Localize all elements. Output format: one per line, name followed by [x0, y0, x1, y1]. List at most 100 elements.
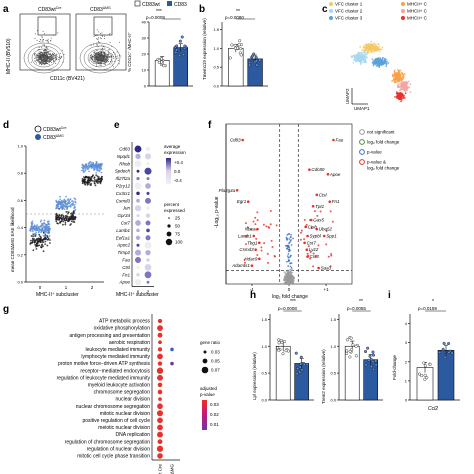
go-term-label: mitotic nuclear division	[100, 411, 151, 417]
flow-event	[100, 37, 102, 39]
expression-dot	[145, 197, 151, 204]
volcano-legend-marker	[359, 159, 365, 165]
gene-point-ns	[283, 279, 285, 282]
umap-cell	[364, 43, 367, 46]
wt-cell	[44, 243, 47, 246]
flow-event	[100, 56, 102, 58]
ko-cell	[65, 195, 67, 198]
flow-event	[98, 37, 100, 39]
chart-h1-significance: ***	[290, 299, 296, 305]
gene-label: Nbea	[245, 227, 256, 232]
flow-event	[108, 53, 110, 55]
ko-cell	[89, 160, 92, 163]
go-dot-ko	[170, 361, 174, 366]
chart-h1-ylabel: Lpl expression (relative)	[252, 352, 257, 400]
go-dot-wt	[157, 403, 163, 410]
gene-point-p	[286, 244, 288, 247]
gene-label: P2ry12	[116, 184, 131, 189]
ko-cell	[82, 171, 85, 174]
data-point	[174, 50, 178, 54]
data-point	[371, 350, 375, 354]
gene-point-sig	[309, 250, 312, 253]
flow-event	[49, 51, 51, 53]
flow-event	[31, 61, 33, 63]
gene-point-sig	[313, 210, 316, 213]
gene-label: Eef1a1	[116, 235, 131, 240]
umap-cell	[359, 45, 362, 48]
umap-cell	[404, 84, 407, 87]
data-point	[157, 58, 161, 62]
flow-event	[45, 50, 47, 52]
labelled-gene-point	[250, 264, 254, 268]
flow-event	[40, 41, 42, 43]
flow-event	[110, 55, 112, 57]
umap-cell	[363, 46, 366, 49]
wt-cell	[72, 221, 75, 223]
wt-cell	[55, 220, 58, 223]
legend-d-wt-label: CD83wtCre	[43, 126, 66, 133]
ko-cell	[64, 201, 67, 204]
gene-point-sig	[262, 223, 265, 226]
umap-cell	[400, 88, 403, 91]
ko-cell	[40, 230, 43, 232]
ko-cell	[62, 203, 65, 206]
umap-cell	[371, 48, 374, 51]
go-dot-wt	[157, 410, 163, 417]
wt-cell	[57, 222, 59, 225]
ko-cell	[73, 197, 76, 200]
gene-point-sig	[243, 261, 246, 264]
ko-cell	[46, 220, 49, 223]
pct-legend-label: 25	[175, 216, 181, 221]
ko-cell	[64, 199, 67, 202]
gene-point-sig	[305, 223, 308, 226]
gene-label: Csmd3	[239, 247, 254, 252]
flow-event	[57, 59, 59, 61]
panel-h: h 0.0 0.5 1.0 1.5 0.0 0.5 1.0 1.5 *** p=0.0008…	[250, 290, 383, 404]
ko-cell	[47, 226, 50, 229]
ko-cell	[99, 163, 102, 166]
volcano-legend-label: not significant	[367, 130, 395, 135]
gene-label: Saa3	[321, 266, 332, 271]
ko-cell	[85, 166, 88, 169]
umap-cell	[364, 54, 366, 57]
ko-cell	[95, 168, 98, 171]
flow-contour	[79, 42, 121, 74]
wt-cell	[37, 239, 39, 241]
umap-cell	[394, 75, 396, 78]
wt-cell	[101, 178, 103, 181]
flow-event	[98, 40, 100, 42]
chart-a-significance: ***	[156, 9, 162, 15]
x-tick-label: -1	[250, 287, 254, 292]
labelled-gene-point	[328, 200, 332, 204]
avg-expression-colorbar	[166, 158, 171, 184]
go-term-label: aerobic respiration	[109, 340, 150, 346]
gene-point-p	[289, 262, 292, 265]
wt-cell	[64, 216, 67, 219]
padj-colorbar	[202, 400, 207, 430]
gene-label: Ctsb	[308, 224, 318, 229]
go-term-label: myeloid leukocyte activation	[88, 383, 150, 389]
flow-event	[96, 43, 98, 45]
flow-event	[113, 66, 115, 68]
flow-event	[109, 63, 111, 65]
labelled-gene-point	[315, 227, 319, 231]
data-point	[276, 346, 280, 350]
wt-cell	[93, 180, 96, 183]
y-tick-label: 10	[142, 68, 147, 73]
flow-event	[107, 55, 109, 57]
gene-point-sig	[300, 229, 303, 232]
wt-cell	[69, 217, 72, 220]
wt-cell	[57, 216, 60, 219]
umap-cell	[394, 76, 396, 79]
ratio-legend-dot	[202, 358, 208, 364]
flow-event	[105, 59, 107, 61]
flow-event	[45, 46, 47, 48]
flow-event	[107, 61, 109, 63]
flow-event	[98, 31, 100, 33]
gene-point-sig	[327, 255, 330, 258]
gene-point-sig	[244, 243, 247, 246]
wt-cell	[68, 216, 71, 218]
ko-cell	[81, 166, 83, 169]
labelled-gene-point	[235, 188, 239, 192]
flow-event	[42, 62, 44, 64]
